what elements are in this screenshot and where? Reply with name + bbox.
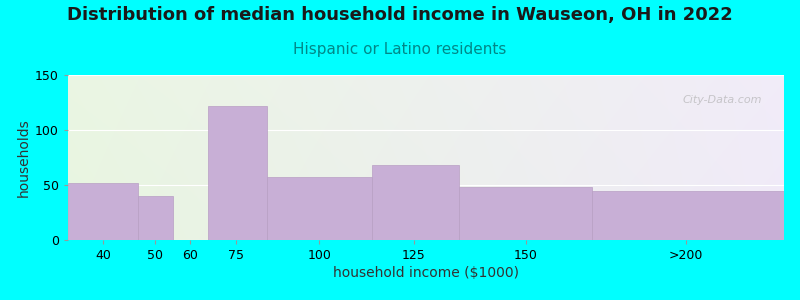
Bar <box>208 106 267 240</box>
Bar <box>459 187 592 240</box>
Text: Hispanic or Latino residents: Hispanic or Latino residents <box>294 42 506 57</box>
Y-axis label: households: households <box>17 118 31 197</box>
Bar <box>592 190 784 240</box>
Text: City-Data.com: City-Data.com <box>683 95 762 105</box>
Text: Distribution of median household income in Wauseon, OH in 2022: Distribution of median household income … <box>67 6 733 24</box>
Bar <box>68 183 138 240</box>
Bar <box>267 177 372 240</box>
X-axis label: household income ($1000): household income ($1000) <box>333 266 519 280</box>
Bar <box>138 196 173 240</box>
Bar <box>372 165 459 240</box>
